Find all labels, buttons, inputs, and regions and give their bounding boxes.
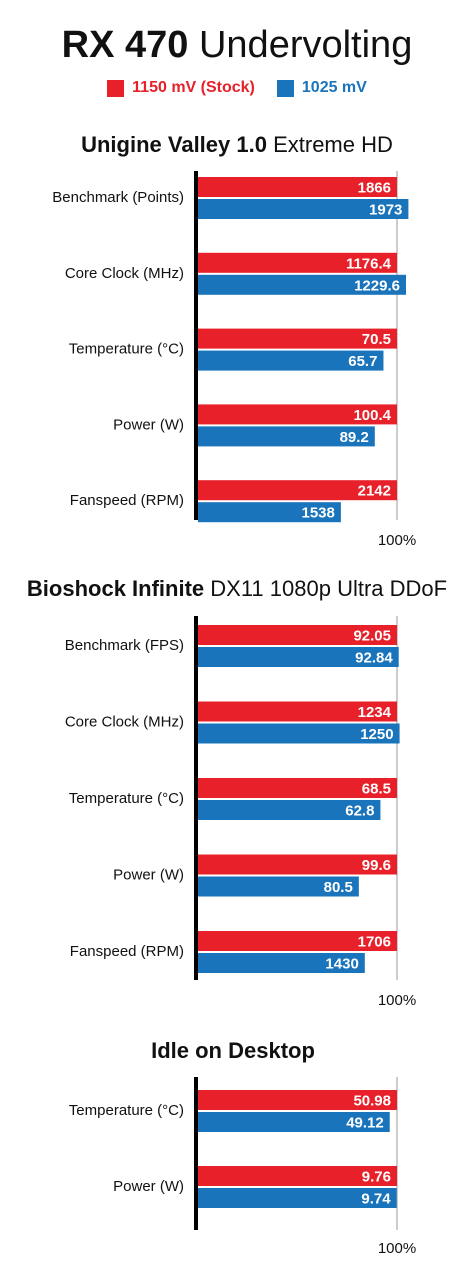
bar-2-0-0: [198, 1090, 397, 1110]
bar-1-4-1: [198, 953, 365, 973]
bar-0-0-0: [198, 177, 397, 197]
value-label-0-1-1: 1229.6: [354, 277, 400, 294]
legend-label-stock: 1150 mV (Stock): [132, 79, 255, 96]
value-label-1-2-0: 68.5: [362, 781, 391, 798]
value-label-0-3-1: 89.2: [340, 429, 369, 446]
category-label-0-0: Benchmark (Points): [52, 189, 184, 206]
legend-swatch-stock: [107, 79, 125, 97]
value-label-1-0-0: 92.05: [353, 628, 391, 645]
bar-1-0-0: [198, 625, 397, 645]
reference-label-1: 100%: [378, 992, 416, 1009]
category-label-1-0: Benchmark (FPS): [65, 637, 184, 654]
category-label-0-3: Power (W): [113, 416, 184, 433]
section-title-rest-0: Extreme HD: [267, 132, 393, 157]
section-title-2: Idle on Desktop: [151, 1038, 315, 1063]
bar-0-0-1: [198, 199, 409, 219]
category-label-0-2: Temperature (°C): [69, 341, 184, 358]
legend-swatch-undervolt: [276, 79, 294, 97]
category-label-2-1: Power (W): [113, 1178, 184, 1195]
axis-line-2: [194, 1077, 198, 1230]
category-label-1-4: Fanspeed (RPM): [70, 943, 184, 960]
value-label-2-1-1: 9.74: [361, 1191, 391, 1208]
value-label-0-4-1: 1538: [302, 505, 335, 522]
bar-1-2-1: [198, 800, 381, 820]
category-label-1-3: Power (W): [113, 867, 184, 884]
section-title-0: Unigine Valley 1.0 Extreme HD: [81, 132, 393, 157]
value-label-0-0-0: 1866: [358, 180, 391, 197]
main-title-bold: RX 470: [61, 24, 189, 66]
bar-0-2-0: [198, 328, 397, 349]
value-label-1-4-0: 1706: [358, 934, 391, 951]
category-label-2-0: Temperature (°C): [69, 1102, 184, 1119]
category-label-0-1: Core Clock (MHz): [65, 265, 184, 282]
section-title-bold-2: Idle on Desktop: [151, 1038, 315, 1063]
reference-label-0: 100%: [378, 532, 416, 549]
value-label-2-0-1: 49.12: [346, 1115, 384, 1132]
axis-line-1: [194, 616, 198, 980]
section-title-1: Bioshock Infinite DX11 1080p Ultra DDoF: [27, 576, 447, 601]
chart-main-title: RX 470 Undervolting: [0, 20, 474, 70]
section-title-bold-1: Bioshock Infinite: [27, 576, 204, 601]
bar-0-3-1: [198, 426, 375, 447]
value-label-2-0-0: 50.98: [353, 1093, 391, 1110]
value-label-0-2-0: 70.5: [362, 331, 391, 348]
value-label-0-1-0: 1176.4: [346, 255, 392, 272]
bar-0-1-1: [198, 274, 406, 295]
category-label-0-4: Fanspeed (RPM): [70, 492, 184, 509]
main-title-rest: Undervolting: [198, 24, 413, 66]
value-label-0-3-0: 100.4: [353, 407, 391, 424]
value-label-1-1-1: 1250: [360, 726, 393, 743]
bar-1-1-1: [198, 723, 400, 744]
legend-item-undervolt: 1025 mV: [276, 79, 367, 97]
value-label-2-1-0: 9.76: [362, 1169, 391, 1186]
value-label-1-3-1: 80.5: [324, 879, 353, 896]
bar-2-1-1: [198, 1188, 397, 1208]
bar-1-1-0: [198, 701, 397, 722]
value-label-1-1-0: 1234: [358, 704, 392, 721]
bar-1-0-1: [198, 647, 399, 667]
value-label-1-3-0: 99.6: [362, 857, 391, 874]
section-title-rest-1: DX11 1080p Ultra DDoF: [204, 576, 447, 601]
bar-0-3-0: [198, 404, 397, 425]
value-label-1-2-1: 62.8: [345, 803, 374, 820]
bar-2-0-1: [198, 1112, 390, 1132]
legend-item-stock: 1150 mV (Stock): [107, 79, 255, 97]
bar-1-3-0: [198, 854, 397, 875]
bar-1-2-0: [198, 778, 397, 798]
category-label-1-1: Core Clock (MHz): [65, 714, 184, 731]
bar-0-4-0: [198, 480, 397, 501]
value-label-1-0-1: 92.84: [355, 650, 393, 667]
reference-label-2: 100%: [378, 1240, 416, 1257]
bar-2-1-0: [198, 1166, 397, 1186]
value-label-0-0-1: 1973: [369, 202, 402, 219]
section-title-bold-0: Unigine Valley 1.0: [81, 132, 267, 157]
legend-label-undervolt: 1025 mV: [301, 79, 367, 96]
legend: 1150 mV (Stock) 1025 mV: [0, 76, 474, 100]
axis-line-0: [194, 171, 198, 520]
bar-1-3-1: [198, 876, 359, 897]
bar-0-1-0: [198, 252, 397, 273]
category-label-1-2: Temperature (°C): [69, 790, 184, 807]
value-label-0-2-1: 65.7: [348, 353, 377, 370]
value-label-0-4-0: 2142: [358, 483, 391, 500]
bar-0-2-1: [198, 350, 384, 371]
value-label-1-4-1: 1430: [325, 956, 358, 973]
bar-1-4-0: [198, 931, 397, 951]
bar-0-4-1: [198, 502, 341, 523]
